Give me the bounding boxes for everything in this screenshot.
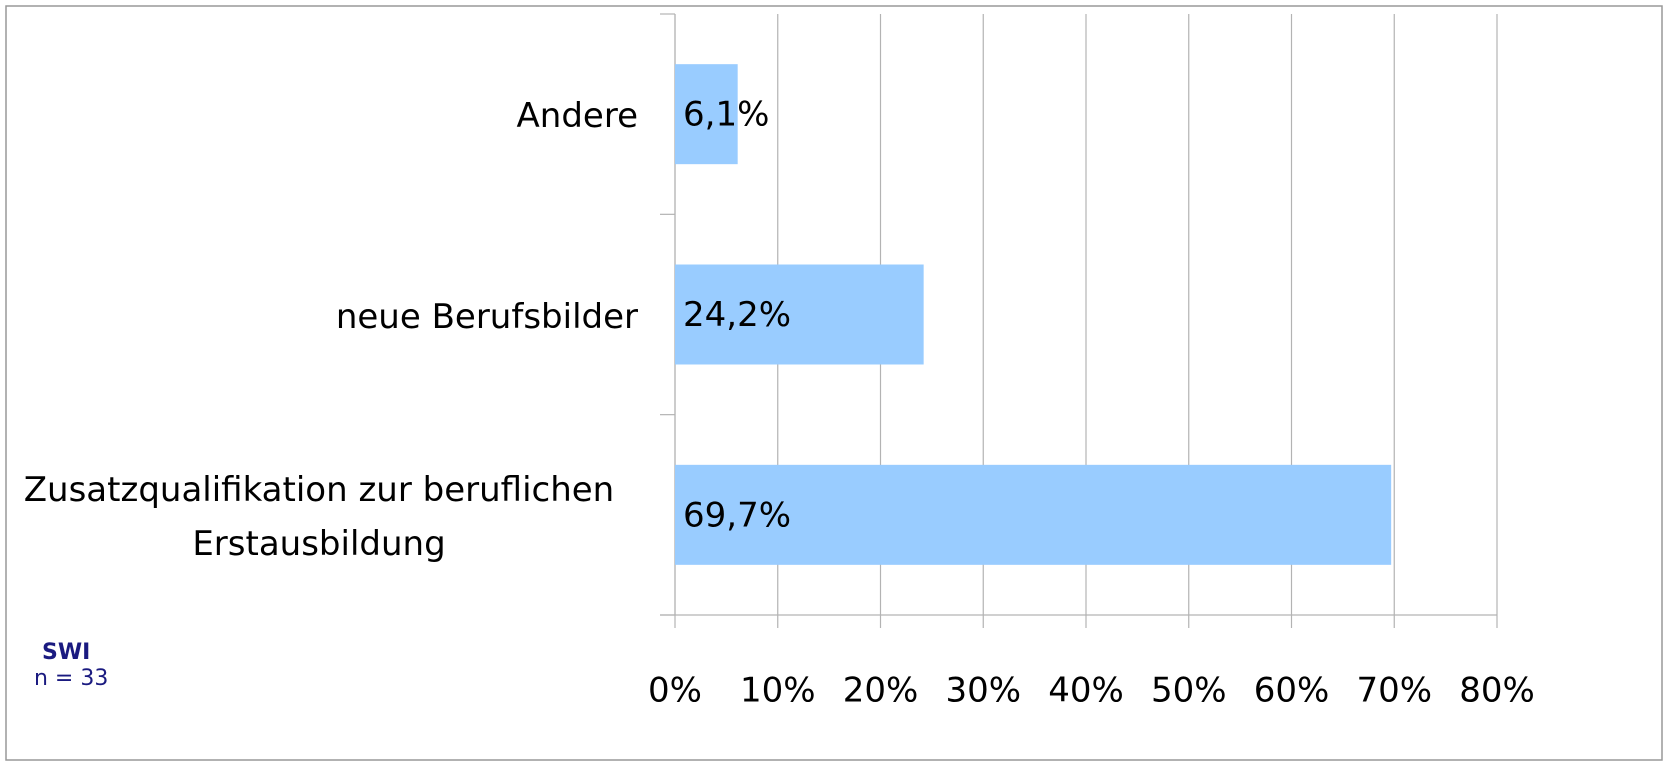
bar (675, 464, 1392, 565)
x-tick-label: 70% (1356, 671, 1432, 711)
x-tick-label: 0% (648, 671, 702, 711)
x-tick-label: 60% (1254, 671, 1330, 711)
category-label: neue Berufsbilder (335, 296, 638, 337)
x-tick-label: 50% (1151, 671, 1227, 711)
value-label: 69,7% (683, 495, 791, 535)
x-tick-label: 30% (945, 671, 1021, 711)
category-label: Andere (516, 96, 638, 137)
x-tick-label: 10% (740, 671, 816, 711)
x-tick-label: 40% (1048, 671, 1124, 711)
value-label: 6,1% (683, 95, 769, 135)
bar (675, 64, 738, 165)
x-tick-label: 20% (843, 671, 919, 711)
source: SWI (42, 640, 91, 665)
category-label: Zusatzqualifikation zur beruflichen Erst… (23, 469, 615, 564)
x-tick-label: 80% (1459, 671, 1535, 711)
chart-border (5, 5, 1663, 761)
value-label: 24,2% (683, 295, 791, 335)
sample-size: n = 33 (34, 666, 109, 691)
bar (675, 264, 924, 365)
